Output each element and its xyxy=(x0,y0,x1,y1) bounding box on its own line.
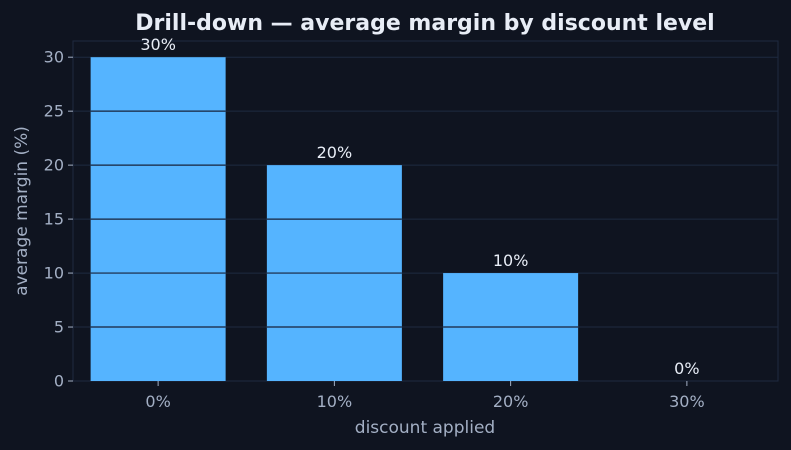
y-axis-ticks: 0 5 10 15 20 25 30 xyxy=(44,48,73,391)
bar-value-label: 30% xyxy=(140,35,176,54)
x-tick-label: 0% xyxy=(145,392,170,411)
y-axis-label: average margin (%) xyxy=(12,126,32,296)
y-tick-label: 10 xyxy=(44,264,64,283)
bar-gridlines xyxy=(90,110,579,328)
x-tick-label: 10% xyxy=(317,392,353,411)
chart-title: Drill-down — average margin by discount … xyxy=(135,11,714,36)
x-tick-label: 30% xyxy=(669,392,705,411)
y-tick-label: 30 xyxy=(44,48,64,67)
y-tick-label: 0 xyxy=(54,372,64,391)
y-tick-label: 15 xyxy=(44,210,64,229)
y-tick-label: 25 xyxy=(44,102,64,121)
plot-area xyxy=(72,40,779,382)
y-tick-label: 20 xyxy=(44,156,64,175)
bar-value-label: 0% xyxy=(674,359,699,378)
bar-value-label: 10% xyxy=(493,251,529,270)
bar-value-label: 20% xyxy=(317,143,353,162)
bar-value-labels: 30% 20% 10% 0% xyxy=(140,35,699,378)
y-tick-label: 5 xyxy=(54,318,64,337)
x-axis-label: discount applied xyxy=(355,418,495,438)
x-tick-label: 20% xyxy=(493,392,529,411)
x-axis-ticks: 0% 10% 20% 30% xyxy=(145,381,705,411)
